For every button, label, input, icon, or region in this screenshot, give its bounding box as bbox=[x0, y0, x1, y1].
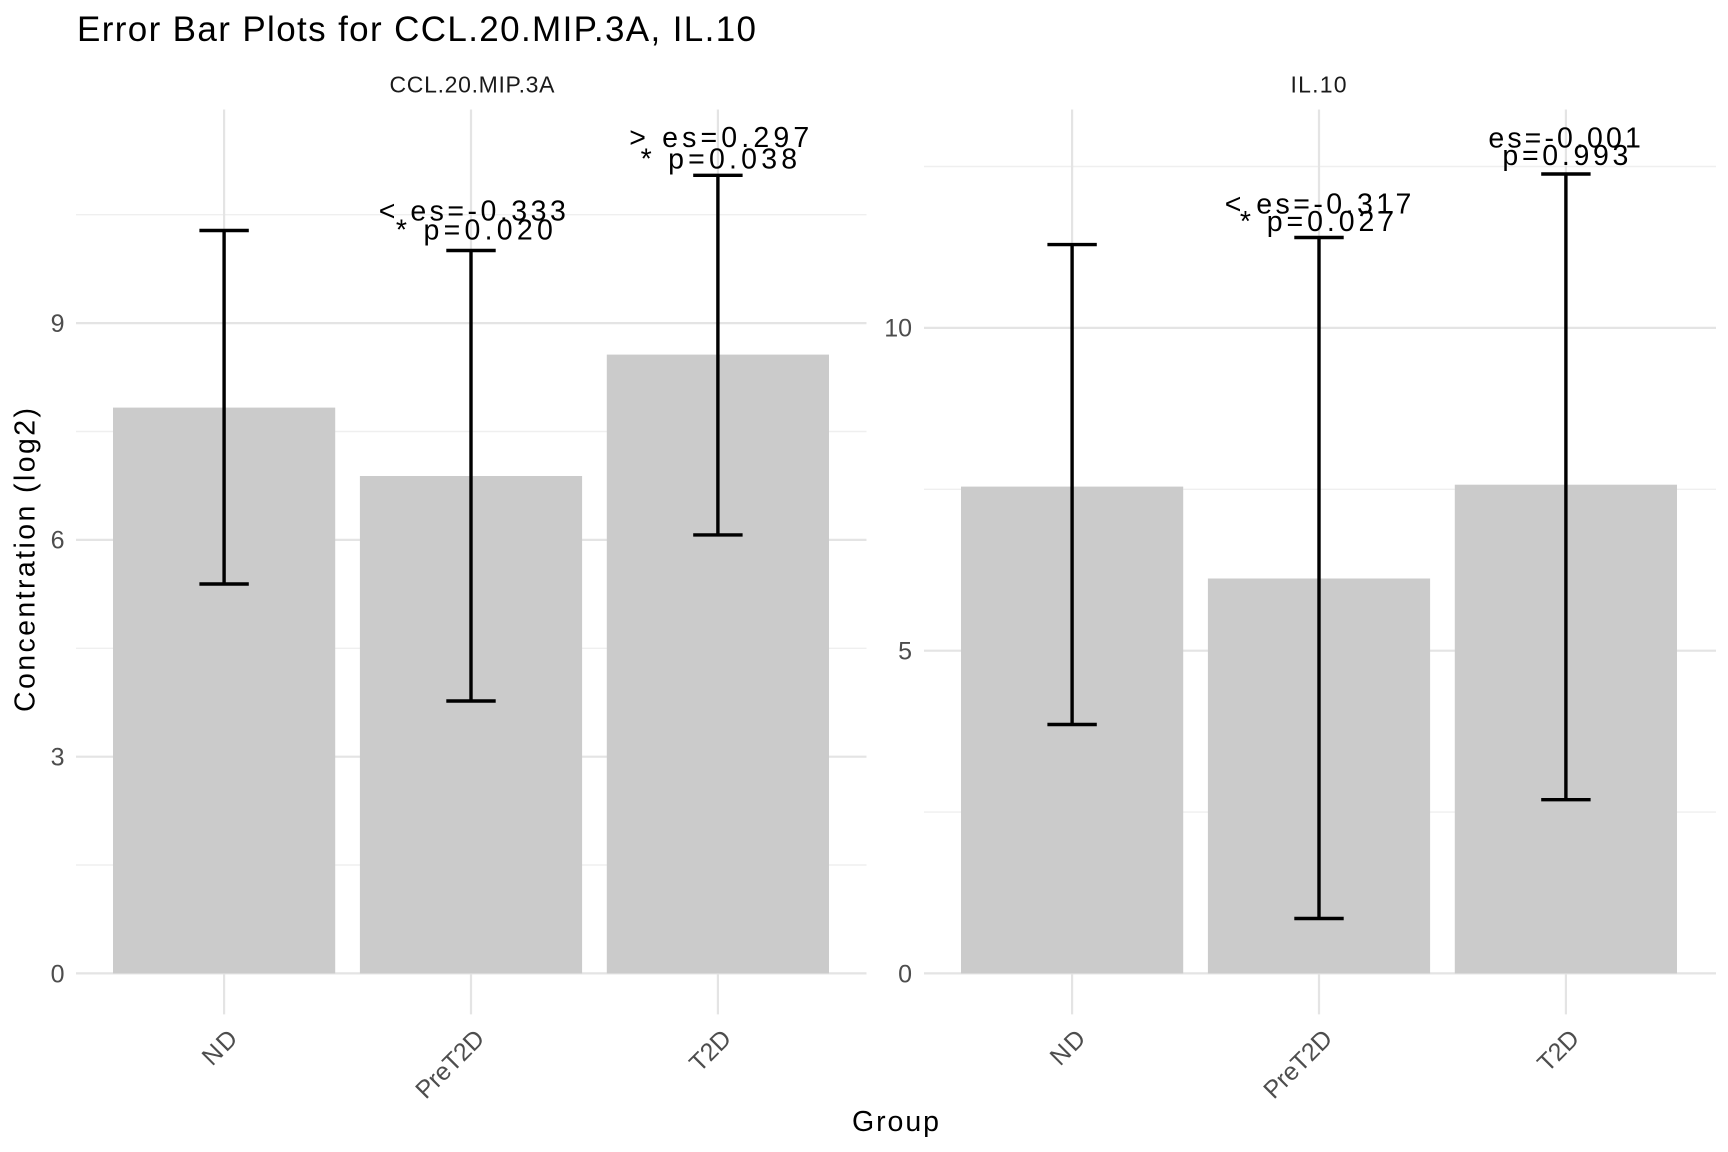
svg-text:es=-0.001: es=-0.001 bbox=[1488, 123, 1641, 155]
svg-text:p=0.993: p=0.993 bbox=[1502, 140, 1628, 172]
svg-text:10: 10 bbox=[884, 315, 912, 343]
svg-text:0: 0 bbox=[898, 960, 912, 988]
svg-text:Error Bar Plots for CCL.20.MIP: Error Bar Plots for CCL.20.MIP.3A, IL.10 bbox=[77, 10, 756, 49]
svg-text:6: 6 bbox=[51, 527, 65, 555]
svg-text:0: 0 bbox=[51, 960, 65, 988]
svg-text:3: 3 bbox=[51, 744, 65, 772]
svg-text:CCL.20.MIP.3A: CCL.20.MIP.3A bbox=[390, 72, 556, 98]
svg-text:9: 9 bbox=[51, 310, 65, 338]
svg-text:< es=-0.317: < es=-0.317 bbox=[1225, 188, 1412, 220]
svg-text:Group: Group bbox=[852, 1106, 939, 1138]
svg-text:< es=-0.333: < es=-0.333 bbox=[379, 195, 566, 227]
svg-text:5: 5 bbox=[898, 638, 912, 666]
